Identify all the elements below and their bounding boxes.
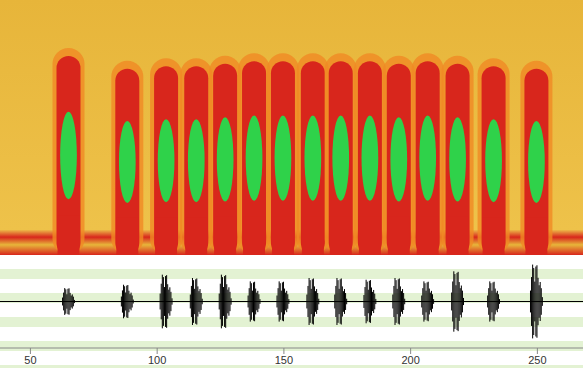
svg-text:100: 100 xyxy=(148,354,166,366)
svg-text:150: 150 xyxy=(275,354,293,366)
svg-text:50: 50 xyxy=(24,354,36,366)
svg-text:200: 200 xyxy=(401,354,419,366)
svg-text:250: 250 xyxy=(528,354,546,366)
